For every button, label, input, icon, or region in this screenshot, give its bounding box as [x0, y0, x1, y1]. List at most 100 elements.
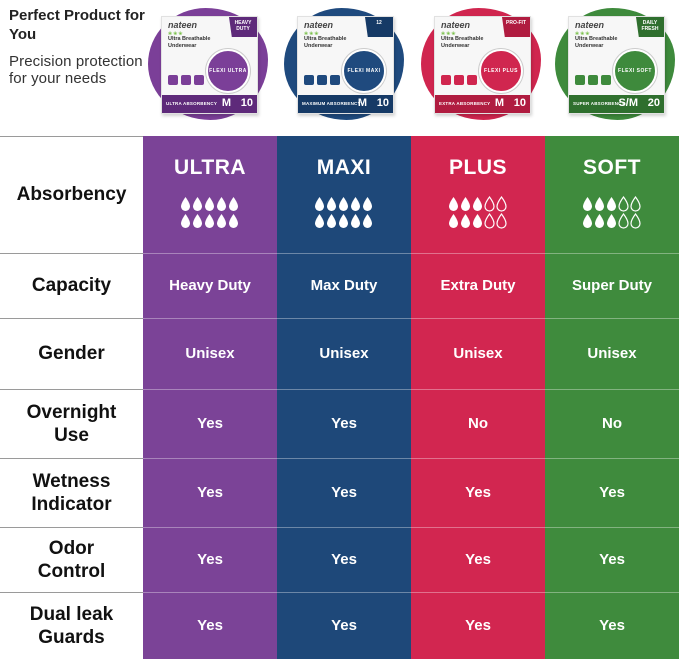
pack-image: nateen ❀❀❀ Ultra Breathable Underwear PR… — [434, 16, 531, 114]
pack-feature-icons — [168, 75, 204, 85]
feature-icon — [317, 75, 327, 85]
drop-outline-icon — [618, 196, 629, 212]
pack-description: Ultra Breathable Underwear — [441, 36, 484, 49]
pack-brand: nateen — [304, 20, 334, 30]
cell-overnight: Yes — [197, 415, 223, 432]
column-title: PLUS — [448, 156, 507, 179]
leaf-icon: ❀❀❀ — [168, 31, 184, 37]
pack-absorbency-label: EXTRA ABSORBENCY — [439, 101, 491, 106]
drop-outline-icon — [484, 212, 495, 229]
column-title: SOFT — [583, 156, 641, 179]
feature-icon — [601, 75, 611, 85]
pack-image: nateen ❀❀❀ Ultra Breathable Underwear DA… — [568, 16, 665, 114]
cell-divider — [411, 318, 545, 319]
cell-wetness: Yes — [599, 484, 625, 501]
row-label-capacity: Capacity — [31, 275, 112, 296]
pack-absorbency-label: ULTRA ABSORBENCY — [166, 101, 218, 106]
intro-title: Perfect Product for You — [9, 7, 145, 43]
feature-icon — [454, 75, 464, 85]
product-pack-1: nateen ❀❀❀ Ultra Breathable Underwear 12… — [284, 8, 404, 120]
drop-outline-icon — [630, 212, 641, 229]
pack-description: Ultra Breathable Underwear — [575, 36, 618, 49]
pack-circle-badge: FLEXI PLUS — [479, 49, 523, 93]
cell-divider — [143, 389, 277, 390]
drop-outline-icon — [496, 196, 507, 212]
product-pack-3: nateen ❀❀❀ Ultra Breathable Underwear DA… — [555, 8, 675, 120]
pack-circle-text: FLEXI ULTRA — [209, 68, 247, 74]
drop-filled-icon — [461, 214, 470, 228]
row-divider — [0, 136, 143, 137]
pack-size: M — [357, 97, 367, 109]
drop-filled-icon — [473, 214, 482, 228]
cell-gender: Unisex — [453, 345, 503, 362]
feature-icon — [304, 75, 314, 85]
row-divider — [0, 592, 143, 593]
cell-divider — [277, 318, 411, 319]
drop-filled-icon — [583, 214, 592, 228]
drop-filled-icon — [449, 197, 458, 211]
drop-filled-icon — [181, 197, 190, 211]
leaf-icon: ❀❀❀ — [304, 31, 320, 37]
cell-overnight: No — [602, 415, 622, 432]
row-divider — [0, 458, 143, 459]
cell-overnight: No — [468, 415, 488, 432]
cell-gender: Unisex — [319, 345, 369, 362]
drop-filled-icon — [351, 197, 360, 211]
column-title: ULTRA — [173, 156, 247, 179]
drop-filled-icon — [217, 197, 226, 211]
row-label-wetness: Wetness Indicator — [31, 470, 112, 515]
drop-filled-icon — [583, 197, 592, 211]
drop-filled-icon — [229, 214, 238, 228]
cell-wetness: Yes — [197, 484, 223, 501]
pack-band: SUPER ABSORBENCY S/M 20 — [569, 95, 664, 113]
cell-wetness: Yes — [331, 484, 357, 501]
cell-capacity: Extra Duty — [440, 277, 516, 294]
feature-icon — [588, 75, 598, 85]
drop-filled-icon — [315, 197, 324, 211]
row-divider — [0, 527, 143, 528]
column-ultra: ULTRA Heavy Duty Unisex Yes Yes Yes Yes — [143, 136, 277, 659]
cell-odor: Yes — [465, 551, 491, 568]
feature-icon — [441, 75, 451, 85]
pack-absorbency-label: SUPER ABSORBENCY — [573, 101, 625, 106]
feature-icon — [194, 75, 204, 85]
drop-filled-icon — [461, 197, 470, 211]
drop-filled-icon — [449, 214, 458, 228]
drop-filled-icon — [205, 214, 214, 228]
drop-filled-icon — [229, 197, 238, 211]
pack-brand: nateen — [575, 20, 605, 30]
pack-circle-text: FLEXI PLUS — [484, 68, 518, 74]
cell-divider — [545, 253, 679, 254]
drop-filled-icon — [315, 214, 324, 228]
cell-divider — [143, 458, 277, 459]
cell-capacity: Heavy Duty — [169, 277, 251, 294]
cell-divider — [545, 318, 679, 319]
row-divider — [0, 253, 143, 254]
pack-image: nateen ❀❀❀ Ultra Breathable Underwear HE… — [161, 16, 258, 114]
cell-odor: Yes — [331, 551, 357, 568]
cell-divider — [411, 458, 545, 459]
pack-circle-badge: FLEXI SOFT — [613, 49, 657, 93]
pack-brand: nateen — [168, 20, 198, 30]
cell-capacity: Super Duty — [571, 277, 652, 294]
pack-count: 20 — [647, 97, 660, 109]
pack-size: M — [221, 97, 231, 109]
cell-divider — [545, 389, 679, 390]
drop-filled-icon — [607, 197, 616, 211]
cell-wetness: Yes — [465, 484, 491, 501]
feature-icon — [467, 75, 477, 85]
drop-filled-icon — [327, 197, 336, 211]
pack-band: MAXIMUM ABSORBENCY M 10 — [298, 95, 393, 113]
cell-divider — [143, 318, 277, 319]
drop-filled-icon — [205, 197, 214, 211]
cell-divider — [143, 592, 277, 593]
pack-size: M — [494, 97, 504, 109]
pack-ribbon: DAILY FRESH — [636, 17, 664, 37]
pack-count: 10 — [240, 97, 253, 109]
cell-divider — [545, 527, 679, 528]
cell-divider — [277, 253, 411, 254]
drop-filled-icon — [339, 197, 348, 211]
cell-divider — [277, 458, 411, 459]
cell-divider — [545, 458, 679, 459]
drop-outline-icon — [618, 212, 629, 229]
